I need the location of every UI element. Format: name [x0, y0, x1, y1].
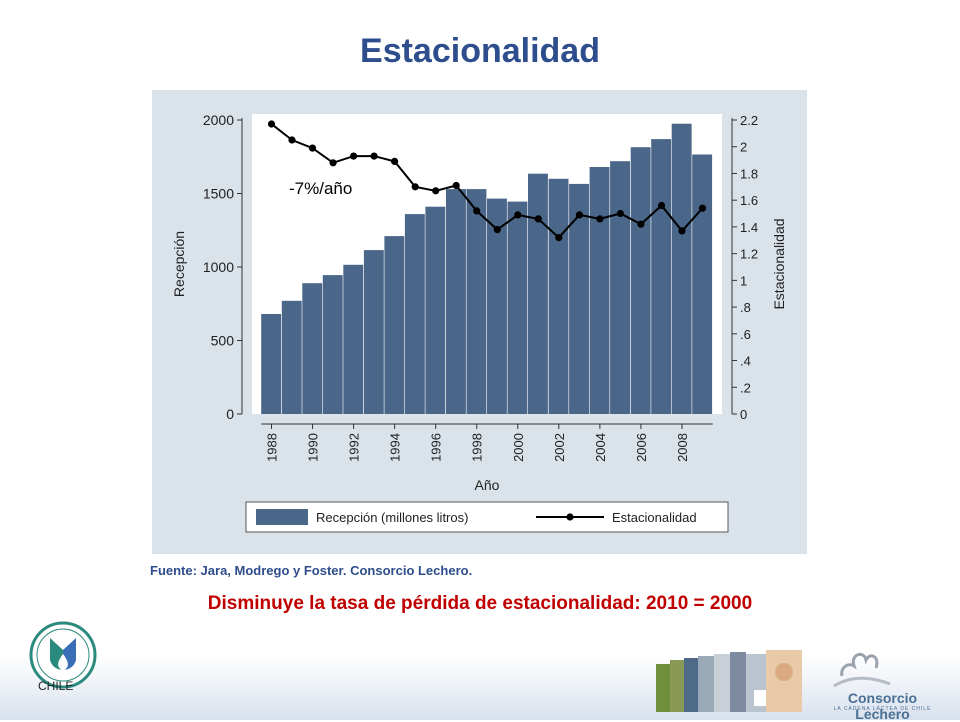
y-tick-label-right: .8 [740, 300, 751, 315]
series-point [575, 211, 583, 219]
fil-idf-logo [29, 621, 97, 689]
x-tick-label: 1994 [388, 433, 403, 462]
bar [466, 189, 487, 414]
series-point [288, 136, 296, 144]
x-tick-label: 1998 [470, 433, 485, 462]
bar [261, 314, 282, 414]
chart: 0 500 1000 1500 2000 0 .2 .4 .6 .8 1 1.2 1.4 1.6 1.8 2 2… [171, 112, 787, 533]
x-tick-label: 2008 [675, 433, 690, 462]
bar [610, 161, 630, 414]
y-tick-label-right: .4 [740, 354, 751, 369]
series-point [596, 215, 604, 223]
dairy-photo-strip [656, 650, 802, 712]
legend-swatch-point [566, 513, 574, 521]
bar [425, 206, 446, 414]
bar [281, 300, 302, 414]
series-point [308, 144, 317, 152]
bar [363, 250, 384, 414]
bar [528, 173, 548, 414]
y-tick-label-right: 1.2 [740, 247, 758, 262]
bar [589, 167, 610, 414]
x-tick-label: 2006 [634, 433, 649, 462]
bar [404, 214, 425, 414]
bar [446, 189, 466, 414]
footer-band [0, 655, 960, 720]
y-tick-label-right: 1.6 [740, 193, 758, 208]
annotation-label: -7%/año [289, 179, 352, 198]
legend-box [245, 501, 729, 533]
bar [569, 183, 589, 414]
x-tick-label: 1990 [306, 433, 321, 462]
series-point [391, 157, 399, 165]
series-point [534, 215, 542, 223]
x-tick-label: 2002 [552, 433, 567, 462]
bar [692, 154, 713, 414]
series-point [267, 120, 276, 128]
bar [343, 264, 364, 414]
y-tick-label-right: .6 [740, 327, 751, 342]
y-tick-label-left: 1500 [203, 186, 234, 202]
y-tick-label-right: 0 [740, 407, 747, 422]
series-point [698, 204, 707, 212]
x-tick-label: 1992 [347, 433, 362, 462]
consorcio-name: Consorcio Lechero [847, 690, 918, 722]
y-axis-title-left: Recepción [171, 231, 187, 297]
source-note: Fuente: Jara, Modrego y Foster. Consorci… [150, 563, 473, 578]
bar [630, 147, 651, 414]
consorcio-tagline: LA CADENA LÁCTEA DE CHILE [833, 706, 932, 712]
y-tick-label-right: 2 [740, 140, 747, 155]
series-line [270, 123, 704, 240]
series-point [452, 181, 460, 190]
consorcio-lechero-logo [833, 652, 891, 688]
x-tick-label: 1988 [264, 433, 279, 462]
series-point [657, 201, 666, 210]
bar [384, 236, 405, 414]
bar [487, 198, 507, 414]
series-point [637, 220, 645, 228]
series-point [678, 227, 686, 235]
chart-panel: 0 500 1000 1500 2000 0 .2 .4 .6 .8 1 1.2 1.4 1.6 1.8 2 2… [152, 90, 807, 554]
x-tick-label: 1996 [429, 433, 444, 462]
x-tick-label: 2004 [593, 433, 608, 462]
series-point [616, 209, 624, 218]
series-point [370, 152, 378, 160]
series-point [432, 187, 440, 195]
y-tick-label-left: 0 [226, 406, 234, 422]
y-axis-title-right: Estacionalidad [771, 218, 787, 309]
bar [651, 139, 672, 414]
series-point [329, 159, 337, 167]
series-point [473, 207, 481, 215]
x-axis-title: Año [475, 477, 500, 493]
legend-label-bars: Recepción (millones litros) [316, 510, 468, 525]
y-tick-label-right: 1 [740, 273, 747, 288]
slide-title: Estacionalidad [360, 32, 600, 70]
series-point [411, 183, 419, 191]
series-point [350, 152, 358, 160]
y-tick-label-right: 1.4 [740, 220, 758, 235]
legend-swatch-bars [256, 509, 308, 525]
bar [302, 283, 323, 414]
y-tick-label-right: 1.8 [740, 166, 758, 181]
legend-label-line: Estacionalidad [612, 510, 697, 525]
bar [548, 178, 569, 414]
y-tick-label-left: 500 [211, 333, 235, 349]
bar [671, 123, 692, 414]
y-tick-label-right: 2.2 [740, 113, 758, 128]
y-tick-label-left: 2000 [203, 112, 234, 128]
chile-label: CHILE [38, 679, 74, 693]
y-tick-label-right: .2 [740, 380, 751, 395]
series-point [514, 211, 522, 219]
x-tick-label: 2000 [511, 433, 526, 462]
series-point [493, 226, 501, 234]
bar [322, 275, 343, 414]
conclusion-text: Disminuye la tasa de pérdida de estacion… [207, 593, 753, 614]
y-tick-label-left: 1000 [203, 259, 234, 275]
series-point [555, 234, 563, 242]
bar [507, 201, 528, 414]
